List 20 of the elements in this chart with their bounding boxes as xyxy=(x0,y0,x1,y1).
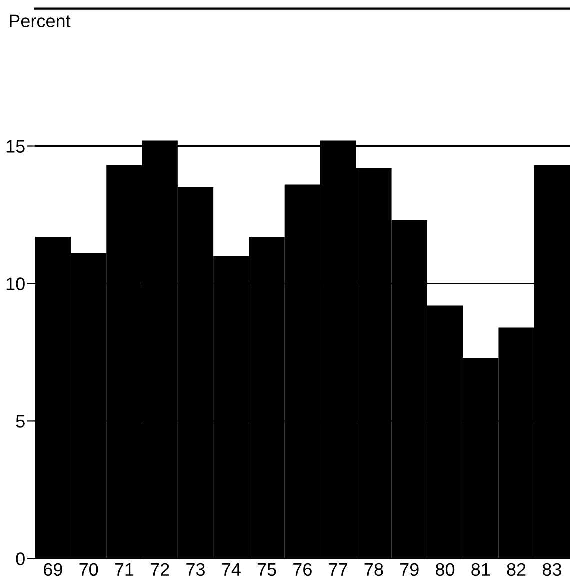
x-tick-label: 80 xyxy=(436,563,455,576)
x-tick-label: 69 xyxy=(44,563,62,576)
y-axis-title: Percent xyxy=(10,14,71,28)
x-tick-label: 77 xyxy=(329,564,348,576)
y-tick-label: 10 xyxy=(6,278,25,290)
x-tick-label: 73 xyxy=(186,563,205,576)
x-tick-label: 76 xyxy=(294,563,312,576)
x-tick-label: 81 xyxy=(472,563,490,576)
y-tick-label: 15 xyxy=(6,140,25,153)
x-tick-label: 82 xyxy=(507,563,526,576)
x-tick-label: 83 xyxy=(542,563,562,576)
x-tick-label: 71 xyxy=(115,564,134,576)
x-tick-label: 70 xyxy=(80,563,98,576)
x-tick-label: 78 xyxy=(364,563,384,576)
x-tick-label: 79 xyxy=(400,563,419,576)
x-tick-label: 74 xyxy=(222,564,241,576)
y-tick-label: 5 xyxy=(16,415,25,428)
x-tick-label: 72 xyxy=(150,563,170,576)
y-tick-label: 0 xyxy=(16,552,25,566)
x-tick-label: 75 xyxy=(258,564,276,576)
